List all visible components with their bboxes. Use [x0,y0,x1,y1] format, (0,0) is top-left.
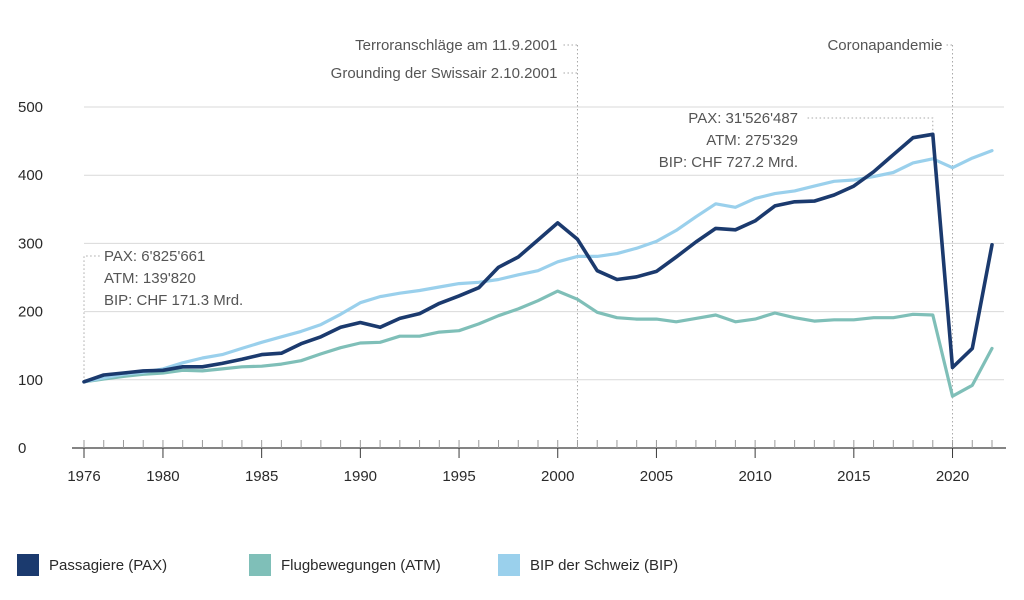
y-tick-label-200: 200 [18,304,43,321]
y-tick-label-0: 0 [18,440,26,457]
legend-item-pax: Passagiere (PAX) [17,554,167,576]
y-tick-label-400: 400 [18,167,43,184]
x-tick-label-2005: 2005 [640,468,673,485]
event-label-2020-corona: Coronapandemie [827,37,942,54]
y-tick-label-100: 100 [18,372,43,389]
annotation-leader-peak [806,117,934,131]
x-axis: 1976 1980 1985 1990 1995 2000 2005 2010 2015 2020 [67,440,1006,485]
x-tick-label-1976: 1976 [67,468,100,485]
legend-label-atm: Flugbewegungen (ATM) [281,556,441,574]
series-line-bip [82,149,994,384]
legend-label-bip: BIP der Schweiz (BIP) [530,556,679,574]
x-tick-label-1995: 1995 [442,468,475,485]
legend-item-bip: BIP der Schweiz (BIP) [498,554,678,576]
gridlines [84,106,1004,381]
event-label-2001-swissair: Grounding der Swissair 2.10.2001 [331,65,558,82]
annotation-peak-line-1: ATM: 275'329 [706,132,798,149]
x-tick-label-2010: 2010 [738,468,771,485]
event-label-2001-terror: Terroranschläge am 11.9.2001 [355,37,557,54]
line-chart: 0 100 200 300 400 500 1976 1980 1985 1990 1995 200… [18,37,1006,485]
annotation-start-line-0: PAX: 6'825'661 [104,248,205,265]
annotation-leader-start [83,255,100,378]
x-tick-label-2020: 2020 [936,468,969,485]
legend-item-atm: Flugbewegungen (ATM) [249,554,441,576]
series-line-atm [82,289,994,398]
event-markers: Terroranschläge am 11.9.2001 Grounding de… [331,37,954,448]
legend-swatch-pax [17,554,39,576]
x-tick-label-1985: 1985 [245,468,278,485]
annotation-peak-line-0: PAX: 31'526'487 [688,110,798,127]
x-tick-label-1980: 1980 [146,468,179,485]
x-tick-label-1990: 1990 [344,468,377,485]
legend-label-pax: Passagiere (PAX) [49,556,168,574]
annotation-start-line-2: BIP: CHF 171.3 Mrd. [104,292,243,309]
annotation-start-line-1: ATM: 139'820 [104,270,196,287]
y-tick-label-300: 300 [18,235,43,252]
legend: Passagiere (PAX) Flugbewegungen (ATM) BI… [0,554,1024,584]
annotation-peak-line-2: BIP: CHF 727.2 Mrd. [659,154,798,171]
y-tick-label-500: 500 [18,99,43,116]
annotations: PAX: 6'825'661 ATM: 139'820 BIP: CHF 171.3… [83,110,934,378]
y-tick-labels: 0 100 200 300 400 500 [18,99,43,457]
series-line-pax [82,132,994,384]
series-lines [82,132,994,398]
legend-swatch-bip [498,554,520,576]
x-tick-label-2015: 2015 [837,468,870,485]
x-tick-label-2000: 2000 [541,468,574,485]
legend-swatch-atm [249,554,271,576]
